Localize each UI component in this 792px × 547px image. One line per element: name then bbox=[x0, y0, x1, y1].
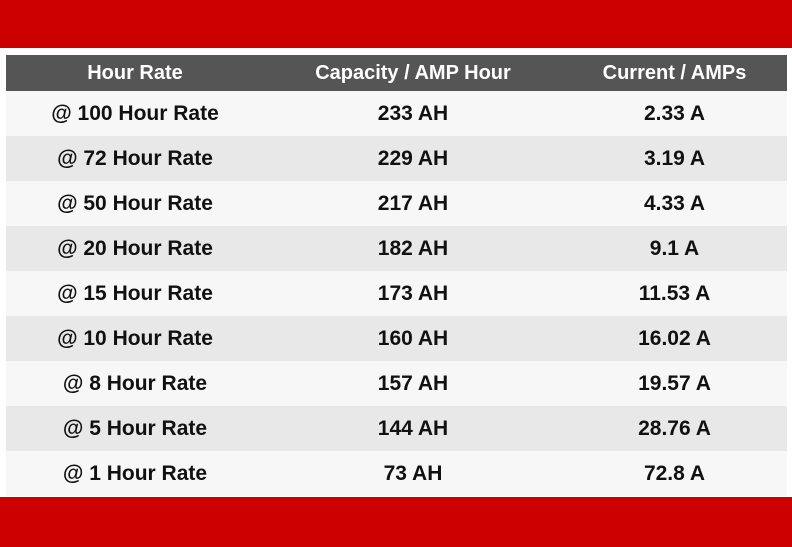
table-row: @ 1 Hour Rate 73 AH 72.8 A bbox=[6, 451, 787, 496]
cell-capacity: 73 AH bbox=[383, 461, 443, 485]
cell-current: 11.53 A bbox=[638, 281, 711, 305]
cell-capacity: 233 AH bbox=[377, 101, 449, 125]
cell-hour-rate: @ 72 Hour Rate bbox=[57, 146, 213, 170]
cell-capacity: 144 AH bbox=[377, 416, 449, 440]
battery-rate-table: Hour Rate Capacity / AMP Hour Current / … bbox=[6, 55, 787, 496]
header-current: Current / AMPs bbox=[602, 61, 747, 84]
cell-capacity: 157 AH bbox=[377, 371, 449, 395]
cell-current: 3.19 A bbox=[643, 146, 706, 170]
table-header: Hour Rate Capacity / AMP Hour Current / … bbox=[6, 55, 787, 91]
cell-current: 16.02 A bbox=[638, 326, 711, 350]
cell-hour-rate: @ 8 Hour Rate bbox=[62, 371, 208, 395]
cell-current: 28.76 A bbox=[638, 416, 711, 440]
cell-capacity: 229 AH bbox=[377, 146, 449, 170]
header-capacity: Capacity / AMP Hour bbox=[315, 61, 511, 84]
top-red-band bbox=[0, 0, 792, 48]
table-row: @ 5 Hour Rate 144 AH 28.76 A bbox=[6, 406, 787, 451]
bottom-red-band bbox=[0, 497, 792, 547]
cell-hour-rate: @ 20 Hour Rate bbox=[57, 236, 213, 260]
cell-capacity: 173 AH bbox=[377, 281, 449, 305]
table-row: @ 72 Hour Rate 229 AH 3.19 A bbox=[6, 136, 787, 181]
table-row: @ 50 Hour Rate 217 AH 4.33 A bbox=[6, 181, 787, 226]
cell-capacity: 217 AH bbox=[377, 191, 449, 215]
cell-hour-rate: @ 15 Hour Rate bbox=[57, 281, 213, 305]
cell-current: 4.33 A bbox=[643, 191, 706, 215]
table-row: @ 20 Hour Rate 182 AH 9.1 A bbox=[6, 226, 787, 271]
cell-hour-rate: @ 5 Hour Rate bbox=[62, 416, 208, 440]
cell-current: 72.8 A bbox=[643, 461, 706, 485]
table-row: @ 15 Hour Rate 173 AH 11.53 A bbox=[6, 271, 787, 316]
cell-hour-rate: @ 10 Hour Rate bbox=[57, 326, 213, 350]
cell-current: 9.1 A bbox=[649, 236, 700, 260]
table-row: @ 8 Hour Rate 157 AH 19.57 A bbox=[6, 361, 787, 406]
cell-current: 19.57 A bbox=[638, 371, 711, 395]
header-hour-rate: Hour Rate bbox=[87, 61, 183, 84]
cell-hour-rate: @ 1 Hour Rate bbox=[62, 461, 208, 485]
cell-current: 2.33 A bbox=[643, 101, 706, 125]
table-row: @ 10 Hour Rate 160 AH 16.02 A bbox=[6, 316, 787, 361]
cell-hour-rate: @ 100 Hour Rate bbox=[51, 101, 219, 125]
table-row: @ 100 Hour Rate 233 AH 2.33 A bbox=[6, 91, 787, 136]
cell-hour-rate: @ 50 Hour Rate bbox=[57, 191, 213, 215]
cell-capacity: 182 AH bbox=[377, 236, 449, 260]
cell-capacity: 160 AH bbox=[377, 326, 449, 350]
